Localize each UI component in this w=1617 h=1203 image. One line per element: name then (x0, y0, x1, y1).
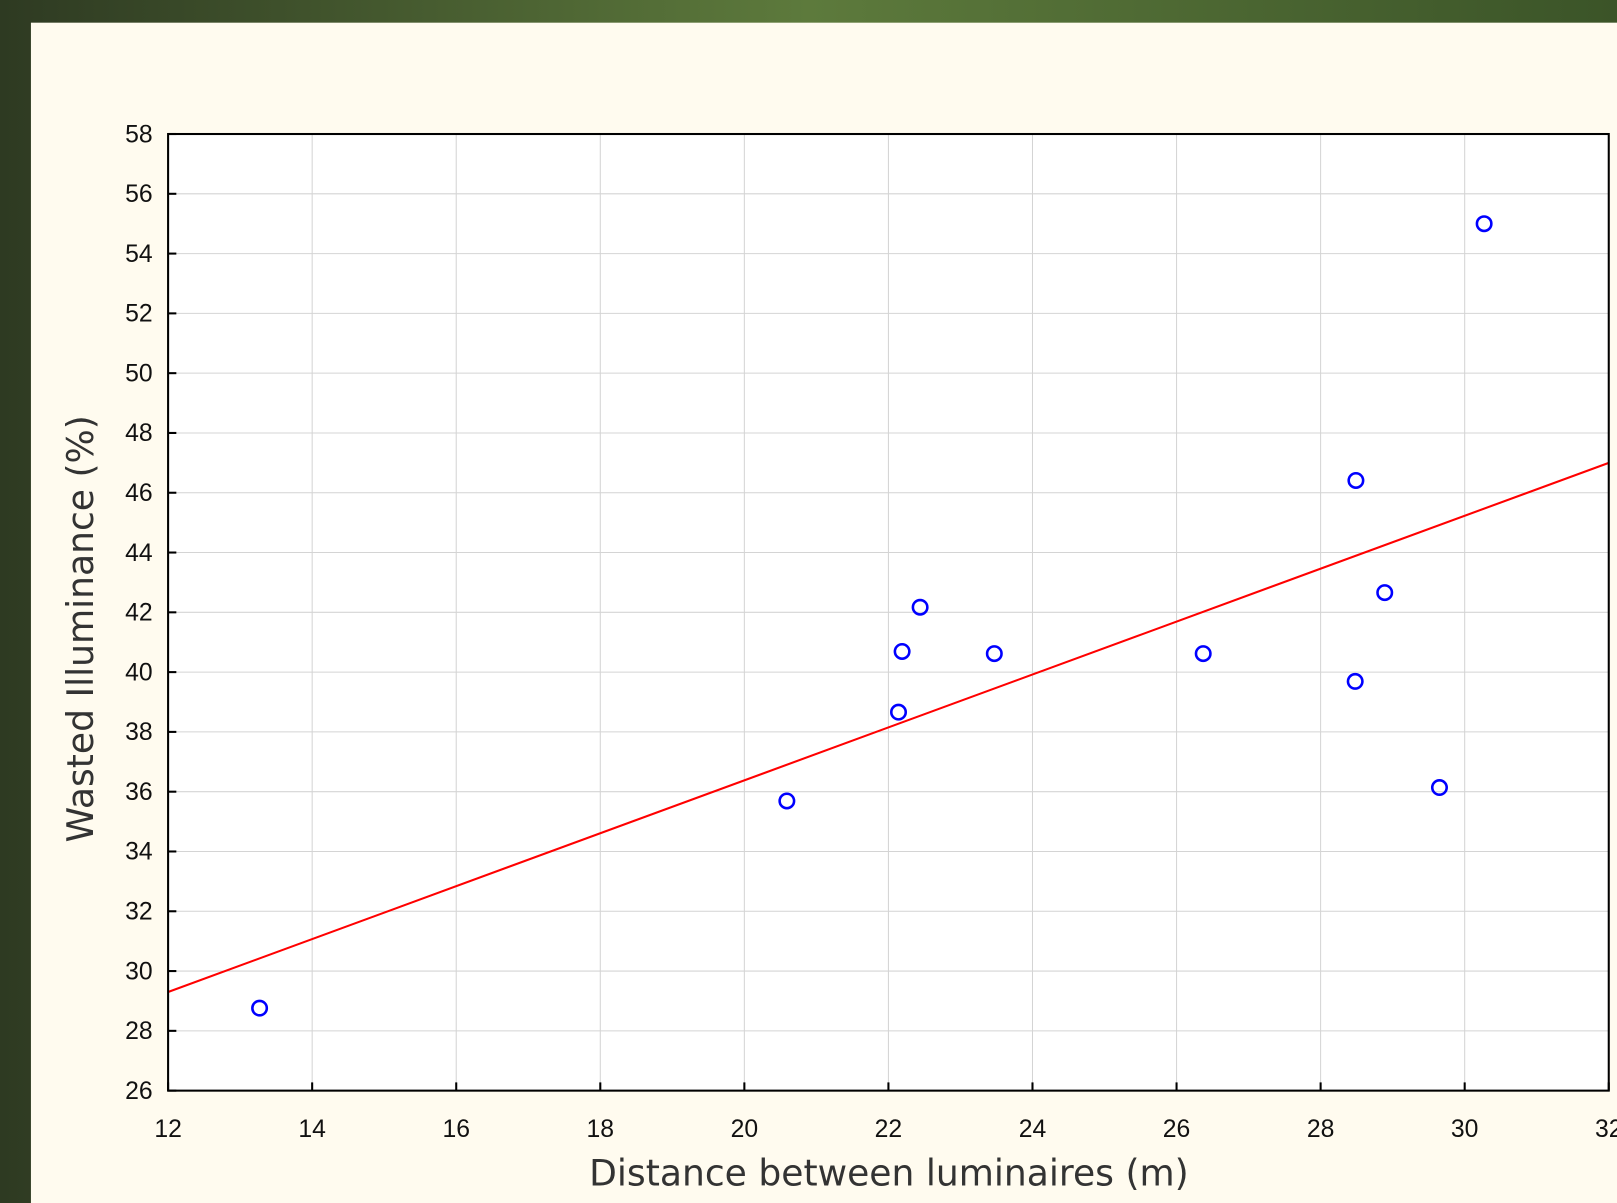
y-tick-label: 48 (125, 420, 153, 447)
x-tick-label: 18 (587, 1116, 615, 1143)
y-tick-label: 34 (125, 839, 153, 866)
y-tick-label: 36 (125, 779, 153, 806)
y-axis-title: Wasted Illuminance (%) (60, 415, 102, 842)
point (1376, 584, 1394, 602)
point (985, 645, 1003, 663)
y-tick-label: 38 (125, 719, 153, 746)
point (778, 792, 796, 810)
y-tick-label: 32 (125, 899, 153, 926)
y-tick-label: 54 (125, 241, 153, 268)
x-tick-label: 26 (1163, 1116, 1191, 1143)
point (1346, 672, 1364, 690)
y-tick-label: 58 (125, 121, 153, 148)
x-tick-label: 12 (154, 1116, 182, 1143)
point (911, 598, 929, 616)
x-tick-label: 32 (1595, 1116, 1617, 1143)
point (1475, 215, 1493, 233)
x-tick-label: 22 (875, 1116, 903, 1143)
point (889, 703, 908, 721)
y-tick-label: 46 (125, 480, 153, 507)
y-tick-label: 30 (125, 958, 153, 985)
y-tick-label: 28 (125, 1018, 153, 1045)
x-tick-label: 24 (1019, 1116, 1047, 1143)
x-axis-title: Distance between luminaires (m) (589, 1152, 1189, 1194)
point (893, 642, 911, 660)
y-tick-label: 42 (125, 600, 153, 627)
plot-border (167, 132, 1610, 1092)
y-tick-label: 26 (125, 1078, 153, 1105)
x-tick-label: 28 (1307, 1116, 1335, 1143)
x-tick-label: 16 (442, 1116, 470, 1143)
marks (167, 215, 1610, 1017)
x-tick-label: 30 (1451, 1116, 1479, 1143)
y-tick-label: 50 (125, 360, 153, 387)
trend-line (167, 461, 1610, 993)
point (251, 999, 269, 1017)
point (1430, 779, 1448, 797)
point (1347, 471, 1365, 489)
x-tick-label: 20 (731, 1116, 759, 1143)
x-tick-label: 14 (298, 1116, 326, 1143)
point (1194, 645, 1212, 663)
y-tick-label: 40 (125, 659, 153, 686)
y-tick-label: 56 (125, 181, 153, 208)
y-tick-label: 52 (125, 301, 153, 328)
y-tick-label: 44 (125, 540, 153, 567)
